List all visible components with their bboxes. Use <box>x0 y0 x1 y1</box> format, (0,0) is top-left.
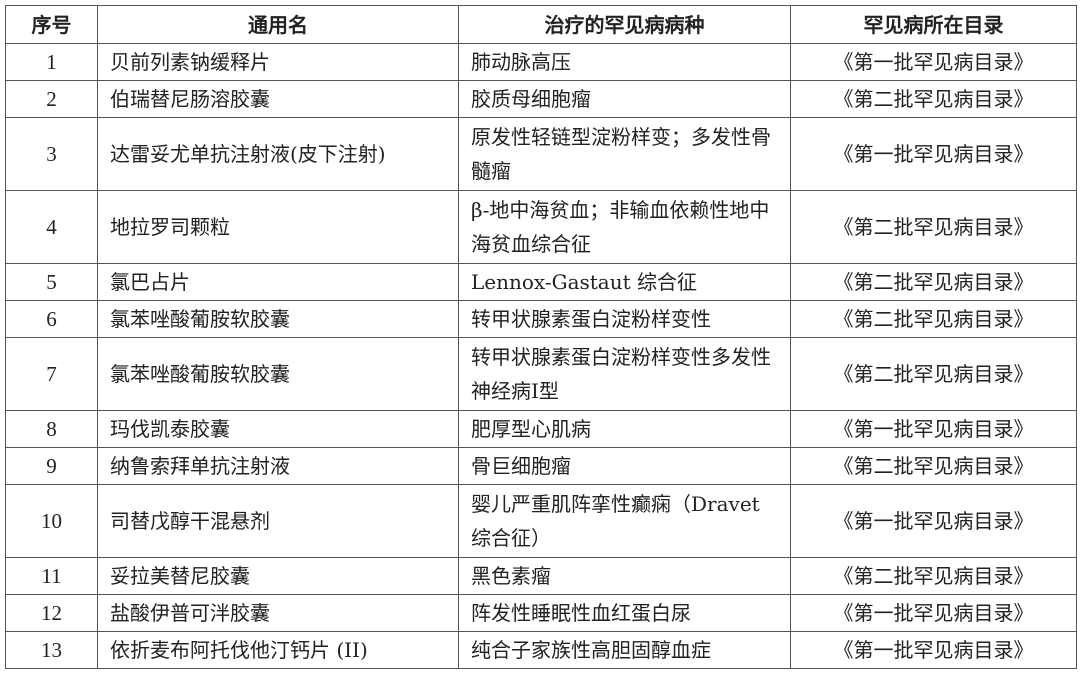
row-number: 2 <box>5 80 98 118</box>
drug-name: 玛伐凯泰胶囊 <box>97 410 459 448</box>
drug-name: 贝前列素钠缓释片 <box>97 43 459 81</box>
rare-disease-drug-table: 序号 通用名 治疗的罕见病病种 罕见病所在目录 1 贝前列素钠缓释片 肺动脉高压 《第… <box>5 5 1077 669</box>
row-number: 7 <box>5 337 98 411</box>
disease-name: 婴儿严重肌阵挛性癫痫（Dravet 综合征） <box>458 484 791 558</box>
header-catalog: 罕见病所在目录 <box>790 5 1077 44</box>
table-row: 2 伯瑞替尼肠溶胶囊 胶质母细胞瘤 《第二批罕见病目录》 <box>5 80 1077 118</box>
table-row: 1 贝前列素钠缓释片 肺动脉高压 《第一批罕见病目录》 <box>5 43 1077 81</box>
row-number: 9 <box>5 447 98 485</box>
drug-name: 盐酸伊普可泮胶囊 <box>97 594 459 632</box>
disease-name: 黑色素瘤 <box>458 557 791 595</box>
table-row: 10 司替戊醇干混悬剂 婴儿严重肌阵挛性癫痫（Dravet 综合征） 《第一批罕见病目… <box>5 484 1077 558</box>
table-row: 5 氯巴占片 Lennox-Gastaut 综合征 《第二批罕见病目录》 <box>5 263 1077 301</box>
catalog-name: 《第二批罕见病目录》 <box>790 337 1077 411</box>
drug-name: 司替戊醇干混悬剂 <box>97 484 459 558</box>
table-row: 8 玛伐凯泰胶囊 肥厚型心肌病 《第一批罕见病目录》 <box>5 410 1077 448</box>
disease-name: 肥厚型心肌病 <box>458 410 791 448</box>
drug-name: 纳鲁索拜单抗注射液 <box>97 447 459 485</box>
disease-name: 骨巨细胞瘤 <box>458 447 791 485</box>
drug-name: 依折麦布阿托伐他汀钙片 (II) <box>97 631 459 669</box>
row-number: 6 <box>5 300 98 338</box>
disease-name: 纯合子家族性高胆固醇血症 <box>458 631 791 669</box>
catalog-name: 《第二批罕见病目录》 <box>790 447 1077 485</box>
table-row: 7 氯苯唑酸葡胺软胶囊 转甲状腺素蛋白淀粉样变性多发性神经病Ⅰ型 《第二批罕见病目录》 <box>5 337 1077 411</box>
catalog-name: 《第一批罕见病目录》 <box>790 43 1077 81</box>
disease-name: Lennox-Gastaut 综合征 <box>458 263 791 301</box>
header-row: 序号 通用名 治疗的罕见病病种 罕见病所在目录 <box>5 5 1077 44</box>
header-no: 序号 <box>5 5 98 44</box>
catalog-name: 《第二批罕见病目录》 <box>790 557 1077 595</box>
row-number: 13 <box>5 631 98 669</box>
table-row: 4 地拉罗司颗粒 β-地中海贫血；非输血依赖性地中海贫血综合征 《第二批罕见病目录》 <box>5 190 1077 264</box>
table-row: 12 盐酸伊普可泮胶囊 阵发性睡眠性血红蛋白尿 《第一批罕见病目录》 <box>5 594 1077 632</box>
disease-name: 转甲状腺素蛋白淀粉样变性 <box>458 300 791 338</box>
header-disease: 治疗的罕见病病种 <box>458 5 791 44</box>
drug-name: 伯瑞替尼肠溶胶囊 <box>97 80 459 118</box>
disease-name: 肺动脉高压 <box>458 43 791 81</box>
catalog-name: 《第二批罕见病目录》 <box>790 190 1077 264</box>
disease-name: β-地中海贫血；非输血依赖性地中海贫血综合征 <box>458 190 791 264</box>
row-number: 10 <box>5 484 98 558</box>
drug-name: 氯巴占片 <box>97 263 459 301</box>
disease-name: 转甲状腺素蛋白淀粉样变性多发性神经病Ⅰ型 <box>458 337 791 411</box>
row-number: 4 <box>5 190 98 264</box>
catalog-name: 《第一批罕见病目录》 <box>790 117 1077 191</box>
catalog-name: 《第二批罕见病目录》 <box>790 263 1077 301</box>
catalog-name: 《第二批罕见病目录》 <box>790 80 1077 118</box>
row-number: 5 <box>5 263 98 301</box>
drug-name: 妥拉美替尼胶囊 <box>97 557 459 595</box>
row-number: 11 <box>5 557 98 595</box>
catalog-name: 《第一批罕见病目录》 <box>790 410 1077 448</box>
row-number: 1 <box>5 43 98 81</box>
catalog-name: 《第一批罕见病目录》 <box>790 484 1077 558</box>
row-number: 3 <box>5 117 98 191</box>
disease-name: 原发性轻链型淀粉样变；多发性骨髓瘤 <box>458 117 791 191</box>
table-row: 11 妥拉美替尼胶囊 黑色素瘤 《第二批罕见病目录》 <box>5 557 1077 595</box>
row-number: 8 <box>5 410 98 448</box>
header-name: 通用名 <box>97 5 459 44</box>
drug-name: 氯苯唑酸葡胺软胶囊 <box>97 300 459 338</box>
table-row: 3 达雷妥尤单抗注射液(皮下注射) 原发性轻链型淀粉样变；多发性骨髓瘤 《第一批罕见病… <box>5 117 1077 191</box>
disease-name: 胶质母细胞瘤 <box>458 80 791 118</box>
disease-name: 阵发性睡眠性血红蛋白尿 <box>458 594 791 632</box>
catalog-name: 《第二批罕见病目录》 <box>790 300 1077 338</box>
drug-name: 达雷妥尤单抗注射液(皮下注射) <box>97 117 459 191</box>
catalog-name: 《第一批罕见病目录》 <box>790 594 1077 632</box>
table-row: 9 纳鲁索拜单抗注射液 骨巨细胞瘤 《第二批罕见病目录》 <box>5 447 1077 485</box>
drug-name: 地拉罗司颗粒 <box>97 190 459 264</box>
drug-name: 氯苯唑酸葡胺软胶囊 <box>97 337 459 411</box>
table-row: 6 氯苯唑酸葡胺软胶囊 转甲状腺素蛋白淀粉样变性 《第二批罕见病目录》 <box>5 300 1077 338</box>
table-row: 13 依折麦布阿托伐他汀钙片 (II) 纯合子家族性高胆固醇血症 《第一批罕见病目录》 <box>5 631 1077 669</box>
catalog-name: 《第一批罕见病目录》 <box>790 631 1077 669</box>
row-number: 12 <box>5 594 98 632</box>
